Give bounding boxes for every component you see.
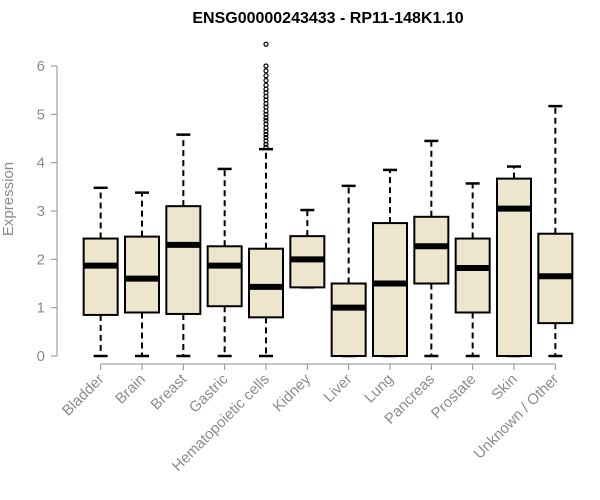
outlier-point bbox=[263, 63, 269, 69]
outlier-point bbox=[263, 82, 269, 88]
box-iqr bbox=[372, 222, 408, 357]
outlier-point bbox=[263, 77, 269, 84]
box-unknown-other bbox=[537, 104, 574, 358]
x-tick-label: Bladder bbox=[59, 371, 108, 420]
box-skin bbox=[496, 165, 532, 358]
box-iqr bbox=[165, 205, 202, 315]
box-gastric bbox=[206, 167, 243, 358]
box-lung bbox=[372, 168, 408, 358]
outlier-point bbox=[263, 128, 269, 134]
box-pancreas bbox=[413, 139, 450, 358]
box-breast bbox=[165, 133, 202, 358]
outlier-point bbox=[263, 97, 269, 103]
outlier-point bbox=[263, 73, 269, 79]
outlier-point bbox=[263, 138, 269, 144]
y-tick-label: 6 bbox=[37, 58, 45, 75]
x-tick-label: Lung bbox=[361, 371, 397, 407]
outlier-point bbox=[263, 141, 269, 147]
outlier-point bbox=[263, 115, 269, 121]
y-axis: 0 1 2 3 4 5 6 bbox=[37, 58, 58, 365]
outlier-point bbox=[263, 144, 269, 150]
y-tick-label: 3 bbox=[37, 203, 45, 220]
box-kidney bbox=[289, 208, 326, 289]
boxes bbox=[82, 41, 574, 358]
x-tick-label: Kidney bbox=[270, 370, 315, 415]
x-tick-label: Breast bbox=[147, 370, 190, 413]
box-iqr bbox=[496, 177, 532, 357]
y-tick-label: 2 bbox=[37, 251, 45, 268]
box-hematopoietic-cells bbox=[248, 147, 284, 358]
y-axis-label: Expression bbox=[0, 162, 17, 236]
box-iqr bbox=[413, 215, 450, 285]
outlier-point bbox=[263, 132, 269, 138]
x-tick-label: Liver bbox=[320, 371, 355, 406]
box-iqr bbox=[248, 247, 284, 319]
outlier-point bbox=[263, 118, 269, 124]
box-iqr bbox=[330, 282, 367, 357]
box-iqr bbox=[206, 245, 243, 308]
box-liver bbox=[330, 184, 367, 358]
outlier-point bbox=[263, 89, 269, 96]
x-tick-label: Skin bbox=[488, 371, 521, 404]
outlier-point bbox=[263, 104, 269, 110]
x-tick-label: Prostate bbox=[428, 371, 480, 423]
y-tick-label: 5 bbox=[37, 106, 45, 123]
y-tick-label: 4 bbox=[37, 155, 45, 172]
chart-title: ENSG00000243433 - RP11-148K1.10 bbox=[192, 10, 463, 27]
outlier-point bbox=[263, 134, 269, 141]
outlier-point bbox=[263, 121, 269, 127]
x-tick-label: Brain bbox=[112, 371, 149, 408]
outlier-point bbox=[263, 68, 269, 74]
box-prostate bbox=[454, 182, 491, 358]
box-iqr bbox=[82, 237, 119, 316]
y-tick-label: 1 bbox=[37, 300, 45, 317]
y-tick-label: 0 bbox=[37, 348, 45, 365]
box-iqr bbox=[124, 235, 160, 314]
outlier-point bbox=[263, 111, 269, 117]
box-iqr bbox=[454, 237, 491, 314]
box-brain bbox=[124, 191, 160, 358]
outlier-point bbox=[263, 41, 269, 47]
box-bladder bbox=[82, 186, 119, 358]
